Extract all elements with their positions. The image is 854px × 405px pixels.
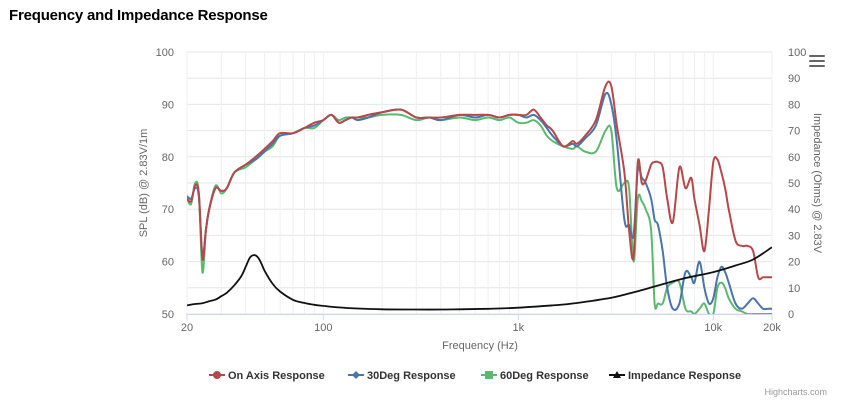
circle-marker-icon — [213, 371, 221, 379]
y-tick-label: 90 — [162, 99, 174, 111]
y2-axis-title: Impedance (Ohms) @ 2.83V — [811, 113, 823, 254]
legend-item-on-axis-response[interactable]: On Axis Response — [209, 370, 325, 382]
y2-tick-label: 60 — [788, 152, 800, 164]
legend: On Axis Response 30Deg Response 60Deg Resp… — [209, 370, 741, 382]
x-axis-ticks: 20 100 1k 10k 20k — [181, 314, 781, 334]
y-tick-label: 60 — [162, 257, 174, 269]
y-tick-label: 50 — [162, 309, 174, 321]
y2-tick-label: 50 — [788, 178, 800, 190]
y2-tick-label: 10 — [788, 283, 800, 295]
series-line-30deg-response[interactable] — [187, 91, 772, 311]
series-line-on-axis-response[interactable] — [187, 80, 772, 281]
y-tick-label: 80 — [162, 152, 174, 164]
legend-label: Impedance Response — [628, 370, 741, 382]
y2-tick-label: 20 — [788, 257, 800, 269]
diamond-marker-icon — [352, 371, 360, 379]
legend-label: On Axis Response — [228, 370, 325, 382]
y-tick-label: 100 — [156, 47, 174, 59]
legend-item-60deg-response[interactable]: 60Deg Response — [481, 370, 589, 382]
triangle-marker-icon — [613, 371, 621, 378]
y-axis-ticks: 50 60 70 80 90 100 — [156, 47, 174, 321]
x-tick-label: 1k — [512, 322, 524, 334]
series-layer — [187, 80, 772, 314]
page-title: Frequency and Impedance Response — [9, 7, 268, 24]
x-tick-label: 20 — [181, 322, 193, 334]
y2-tick-label: 0 — [788, 309, 794, 321]
y2-tick-label: 90 — [788, 73, 800, 85]
y2-tick-label: 100 — [788, 47, 806, 59]
y2-tick-label: 70 — [788, 126, 800, 138]
y2-tick-label: 30 — [788, 230, 800, 242]
y2-axis-ticks: 0 10 20 30 40 50 60 70 80 90 100 — [788, 47, 806, 321]
legend-item-30deg-response[interactable]: 30Deg Response — [348, 370, 456, 382]
series-line-impedance-response[interactable] — [187, 246, 772, 311]
legend-label: 30Deg Response — [367, 370, 456, 382]
x-tick-label: 10k — [704, 322, 722, 334]
x-tick-label: 100 — [314, 322, 332, 334]
y2-tick-label: 40 — [788, 204, 800, 216]
context-menu-button[interactable] — [809, 55, 825, 69]
y2-tick-label: 80 — [788, 99, 800, 111]
square-marker-icon — [485, 371, 493, 379]
y-tick-label: 70 — [162, 204, 174, 216]
credits-link[interactable]: Highcharts.com — [764, 387, 827, 397]
x-axis-title: Frequency (Hz) — [442, 340, 518, 352]
legend-label: 60Deg Response — [500, 370, 589, 382]
hamburger-menu-icon — [809, 55, 825, 57]
grid-lines — [186, 51, 773, 315]
legend-item-impedance-response[interactable]: Impedance Response — [609, 370, 741, 382]
y-axis-title: SPL (dB) @ 2.83V/1m — [138, 129, 150, 238]
x-tick-label: 20k — [763, 322, 781, 334]
